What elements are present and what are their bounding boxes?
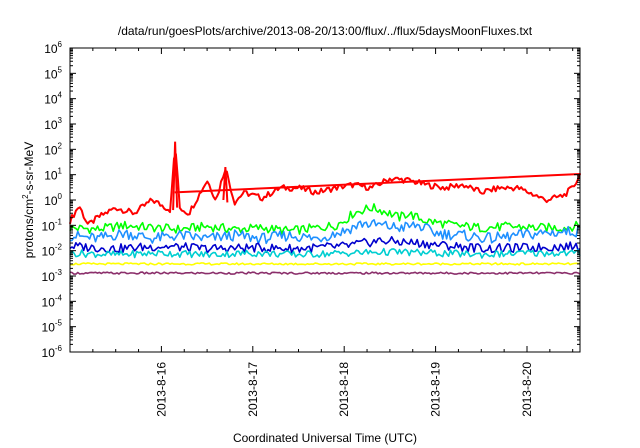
x-tick-label: 2013-8-17 [246, 362, 260, 417]
series-line-3 [69, 219, 581, 245]
y-tick-exp: 5 [58, 65, 63, 74]
y-tick-base: 10 [42, 245, 56, 259]
y-tick-label: 102 [44, 141, 62, 157]
y-tick-exp: -6 [55, 344, 63, 353]
plot-frame [69, 47, 581, 353]
y-tick-label: 10-1 [42, 217, 63, 233]
y-tick-label: 105 [44, 65, 62, 81]
y-axis-ticks: 10-610-510-410-310-210-11001011021031041… [42, 40, 580, 360]
series-line-7 [69, 271, 581, 275]
series-1-spike [172, 141, 179, 211]
y-tick-exp: 0 [58, 192, 63, 201]
y-tick-base: 10 [42, 219, 56, 233]
series-line-1 [69, 153, 581, 225]
y-tick-exp: -4 [55, 293, 63, 302]
y-axis-label-sup: 2 [21, 194, 30, 199]
y-tick-exp: 6 [58, 40, 63, 49]
series-line-6 [69, 262, 581, 266]
series-line-2 [69, 203, 581, 235]
x-axis-label: Coordinated Universal Time (UTC) [233, 431, 417, 445]
y-tick-base: 10 [44, 143, 58, 157]
y-tick-base: 10 [44, 93, 58, 107]
y-tick-label: 100 [44, 192, 62, 208]
x-tick-label: 2013-8-20 [520, 362, 534, 417]
y-tick-exp: -3 [55, 268, 63, 277]
y-axis-label-post: -s-sr-MeV [22, 142, 36, 195]
y-tick-base: 10 [44, 42, 58, 56]
y-tick-label: 106 [44, 40, 62, 56]
y-tick-label: 10-2 [42, 243, 63, 259]
y-tick-exp: -1 [55, 217, 63, 226]
y-tick-label: 103 [44, 116, 62, 132]
y-tick-label: 10-6 [42, 344, 63, 360]
y-tick-base: 10 [42, 270, 56, 284]
y-tick-exp: 4 [58, 91, 63, 100]
y-tick-exp: 1 [58, 167, 63, 176]
y-tick-base: 10 [44, 118, 58, 132]
y-tick-exp: -5 [55, 319, 63, 328]
x-tick-label: 2013-8-19 [429, 362, 443, 417]
x-axis-ticks: 2013-8-16 2013-8-17 2013-8-18 2013-8-19 2013… [92, 48, 574, 417]
y-tick-base: 10 [44, 194, 58, 208]
y-axis-label: protons/cm2-s-sr-MeV [21, 142, 36, 258]
series-line-5 [69, 247, 581, 259]
y-tick-label: 10-4 [42, 293, 63, 309]
y-tick-base: 10 [42, 346, 56, 360]
series-1-spike [222, 166, 229, 203]
y-tick-label: 101 [44, 167, 62, 183]
chart-title: /data/run/goesPlots/archive/2013-08-20/1… [118, 24, 533, 38]
y-tick-base: 10 [42, 295, 56, 309]
y-tick-label: 10-5 [42, 319, 63, 335]
y-tick-label: 10-3 [42, 268, 63, 284]
x-tick-label: 2013-8-16 [154, 362, 168, 417]
y-axis-label-pre: protons/cm [22, 199, 36, 258]
y-tick-exp: 2 [58, 141, 63, 150]
y-tick-exp: -2 [55, 243, 63, 252]
y-tick-label: 104 [44, 91, 62, 107]
y-tick-base: 10 [44, 169, 58, 183]
series-layer [69, 141, 581, 275]
y-tick-base: 10 [42, 321, 56, 335]
series-line-4 [69, 236, 581, 254]
y-tick-exp: 3 [58, 116, 63, 125]
x-tick-label: 2013-8-18 [337, 362, 351, 417]
y-tick-base: 10 [44, 67, 58, 81]
